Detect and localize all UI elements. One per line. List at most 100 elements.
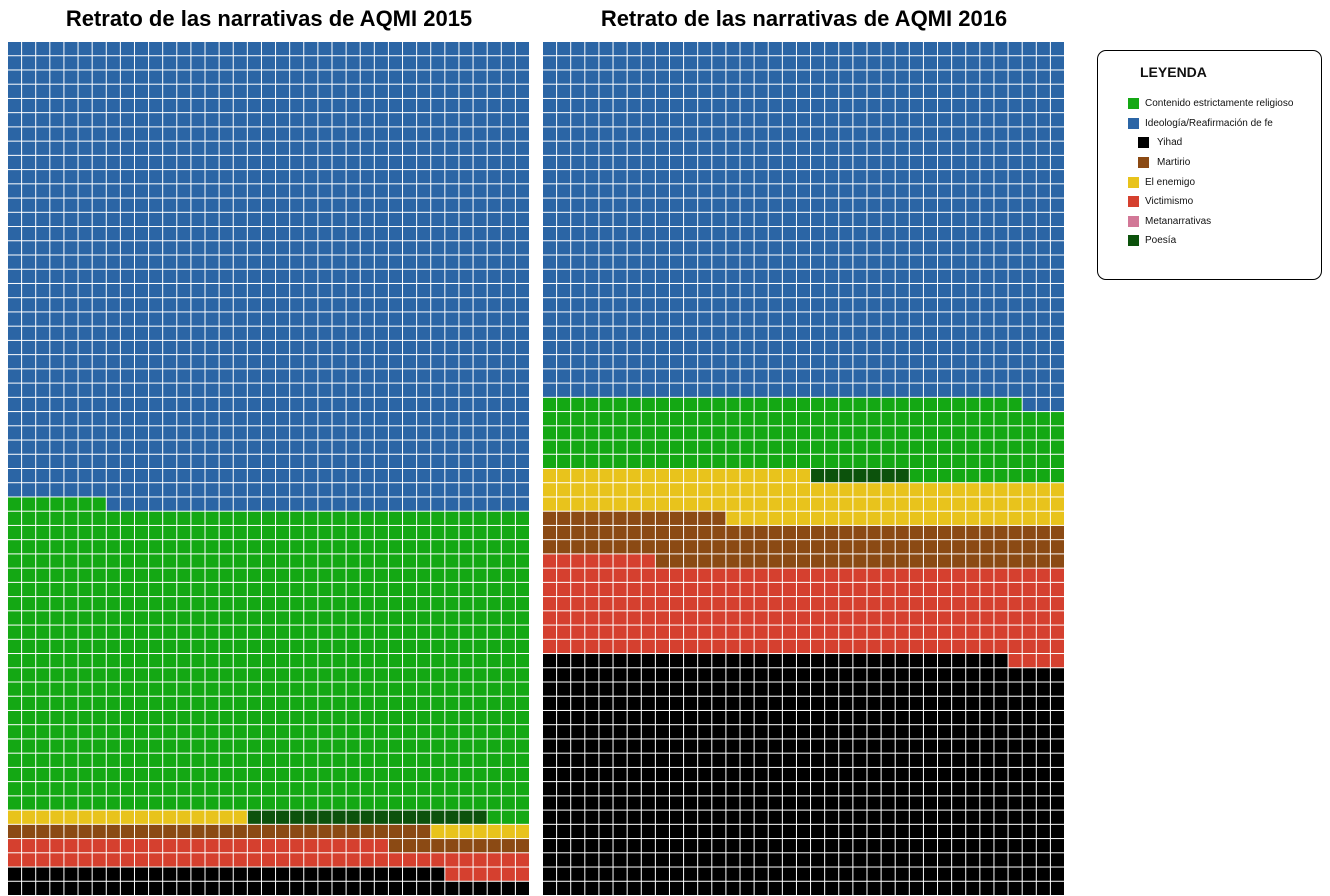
waffle-cell xyxy=(459,42,473,56)
waffle-cell xyxy=(191,511,205,525)
waffle-cell xyxy=(205,198,219,212)
waffle-cell xyxy=(374,796,388,810)
waffle-cell xyxy=(712,753,726,767)
waffle-cell xyxy=(938,170,952,184)
waffle-cell xyxy=(980,782,994,796)
waffle-cell xyxy=(120,767,134,782)
waffle-cell xyxy=(163,369,177,383)
waffle-cell xyxy=(318,568,332,582)
waffle-cell xyxy=(515,824,529,839)
waffle-cell xyxy=(360,412,374,426)
waffle-cell xyxy=(78,312,92,326)
waffle-cell xyxy=(712,483,726,497)
waffle-cell xyxy=(867,440,881,454)
waffle-cell xyxy=(599,753,613,767)
waffle-cell xyxy=(669,625,684,639)
waffle-cell xyxy=(796,397,811,412)
waffle-cell xyxy=(613,198,627,212)
waffle-cell xyxy=(909,725,923,739)
waffle-cell xyxy=(867,340,881,355)
waffle-cell xyxy=(881,725,895,739)
waffle-cell xyxy=(163,639,177,654)
waffle-cell xyxy=(318,782,332,796)
waffle-cell xyxy=(867,454,881,468)
waffle-cell xyxy=(966,839,980,853)
waffle-cell xyxy=(50,184,64,198)
waffle-cell xyxy=(149,540,163,554)
waffle-cell xyxy=(1050,70,1064,84)
waffle-cell xyxy=(669,212,684,227)
waffle-cell xyxy=(92,84,106,98)
waffle-cell xyxy=(571,355,585,369)
waffle-cell xyxy=(332,867,346,881)
waffle-cell xyxy=(346,597,360,611)
waffle-cell xyxy=(106,511,120,525)
waffle-cell xyxy=(177,625,191,639)
waffle-cell xyxy=(839,369,853,383)
waffle-cell xyxy=(219,639,233,654)
waffle-cell xyxy=(78,241,92,255)
waffle-cell xyxy=(459,84,473,98)
waffle-cell xyxy=(318,739,332,753)
waffle-cell xyxy=(1008,469,1022,483)
waffle-cell xyxy=(459,710,473,725)
waffle-cell xyxy=(417,810,431,824)
waffle-cell xyxy=(1050,170,1064,184)
waffle-cell xyxy=(360,269,374,283)
waffle-cell xyxy=(669,639,684,654)
waffle-cell xyxy=(684,881,698,895)
waffle-cell xyxy=(712,810,726,824)
waffle-cell xyxy=(261,867,276,881)
waffle-cell xyxy=(1022,184,1036,198)
waffle-cell xyxy=(952,725,966,739)
waffle-cell xyxy=(698,753,712,767)
waffle-cell xyxy=(1008,155,1022,170)
waffle-cell xyxy=(473,810,487,824)
waffle-cell xyxy=(64,84,78,98)
waffle-cell xyxy=(571,283,585,298)
waffle-cell xyxy=(641,568,655,582)
waffle-cell xyxy=(501,611,515,625)
waffle-cell xyxy=(811,540,825,554)
waffle-cell xyxy=(276,241,290,255)
waffle-cell xyxy=(952,369,966,383)
waffle-cell xyxy=(50,298,64,312)
waffle-cell xyxy=(346,540,360,554)
waffle-cell xyxy=(768,269,782,283)
waffle-cell xyxy=(261,497,276,511)
waffle-cell xyxy=(698,269,712,283)
waffle-cell xyxy=(22,70,36,84)
waffle-cell xyxy=(698,113,712,127)
waffle-cell xyxy=(909,127,923,141)
waffle-cell xyxy=(290,312,304,326)
waffle-cell xyxy=(1022,70,1036,84)
waffle-cell xyxy=(585,668,599,682)
waffle-cell xyxy=(318,654,332,668)
waffle-cell xyxy=(36,469,50,483)
waffle-cell xyxy=(374,283,388,298)
waffle-cell xyxy=(966,881,980,895)
waffle-cell xyxy=(1050,198,1064,212)
waffle-cell xyxy=(881,397,895,412)
waffle-cell xyxy=(205,184,219,198)
waffle-cell xyxy=(431,283,445,298)
waffle-cell xyxy=(585,56,599,70)
waffle-cell xyxy=(895,611,909,625)
waffle-cell xyxy=(106,283,120,298)
waffle-cell xyxy=(36,867,50,881)
waffle-cell xyxy=(641,810,655,824)
waffle-cell xyxy=(459,867,473,881)
waffle-cell xyxy=(726,113,740,127)
waffle-cell xyxy=(557,241,571,255)
waffle-cell xyxy=(811,483,825,497)
waffle-cell xyxy=(78,483,92,497)
waffle-cell xyxy=(487,654,501,668)
waffle-cell xyxy=(247,298,261,312)
waffle-cell xyxy=(276,511,290,525)
waffle-cell xyxy=(177,269,191,283)
waffle-cell xyxy=(360,839,374,853)
waffle-cell xyxy=(543,654,557,668)
waffle-cell xyxy=(261,255,276,269)
waffle-cell xyxy=(571,696,585,710)
waffle-cell xyxy=(740,582,754,597)
